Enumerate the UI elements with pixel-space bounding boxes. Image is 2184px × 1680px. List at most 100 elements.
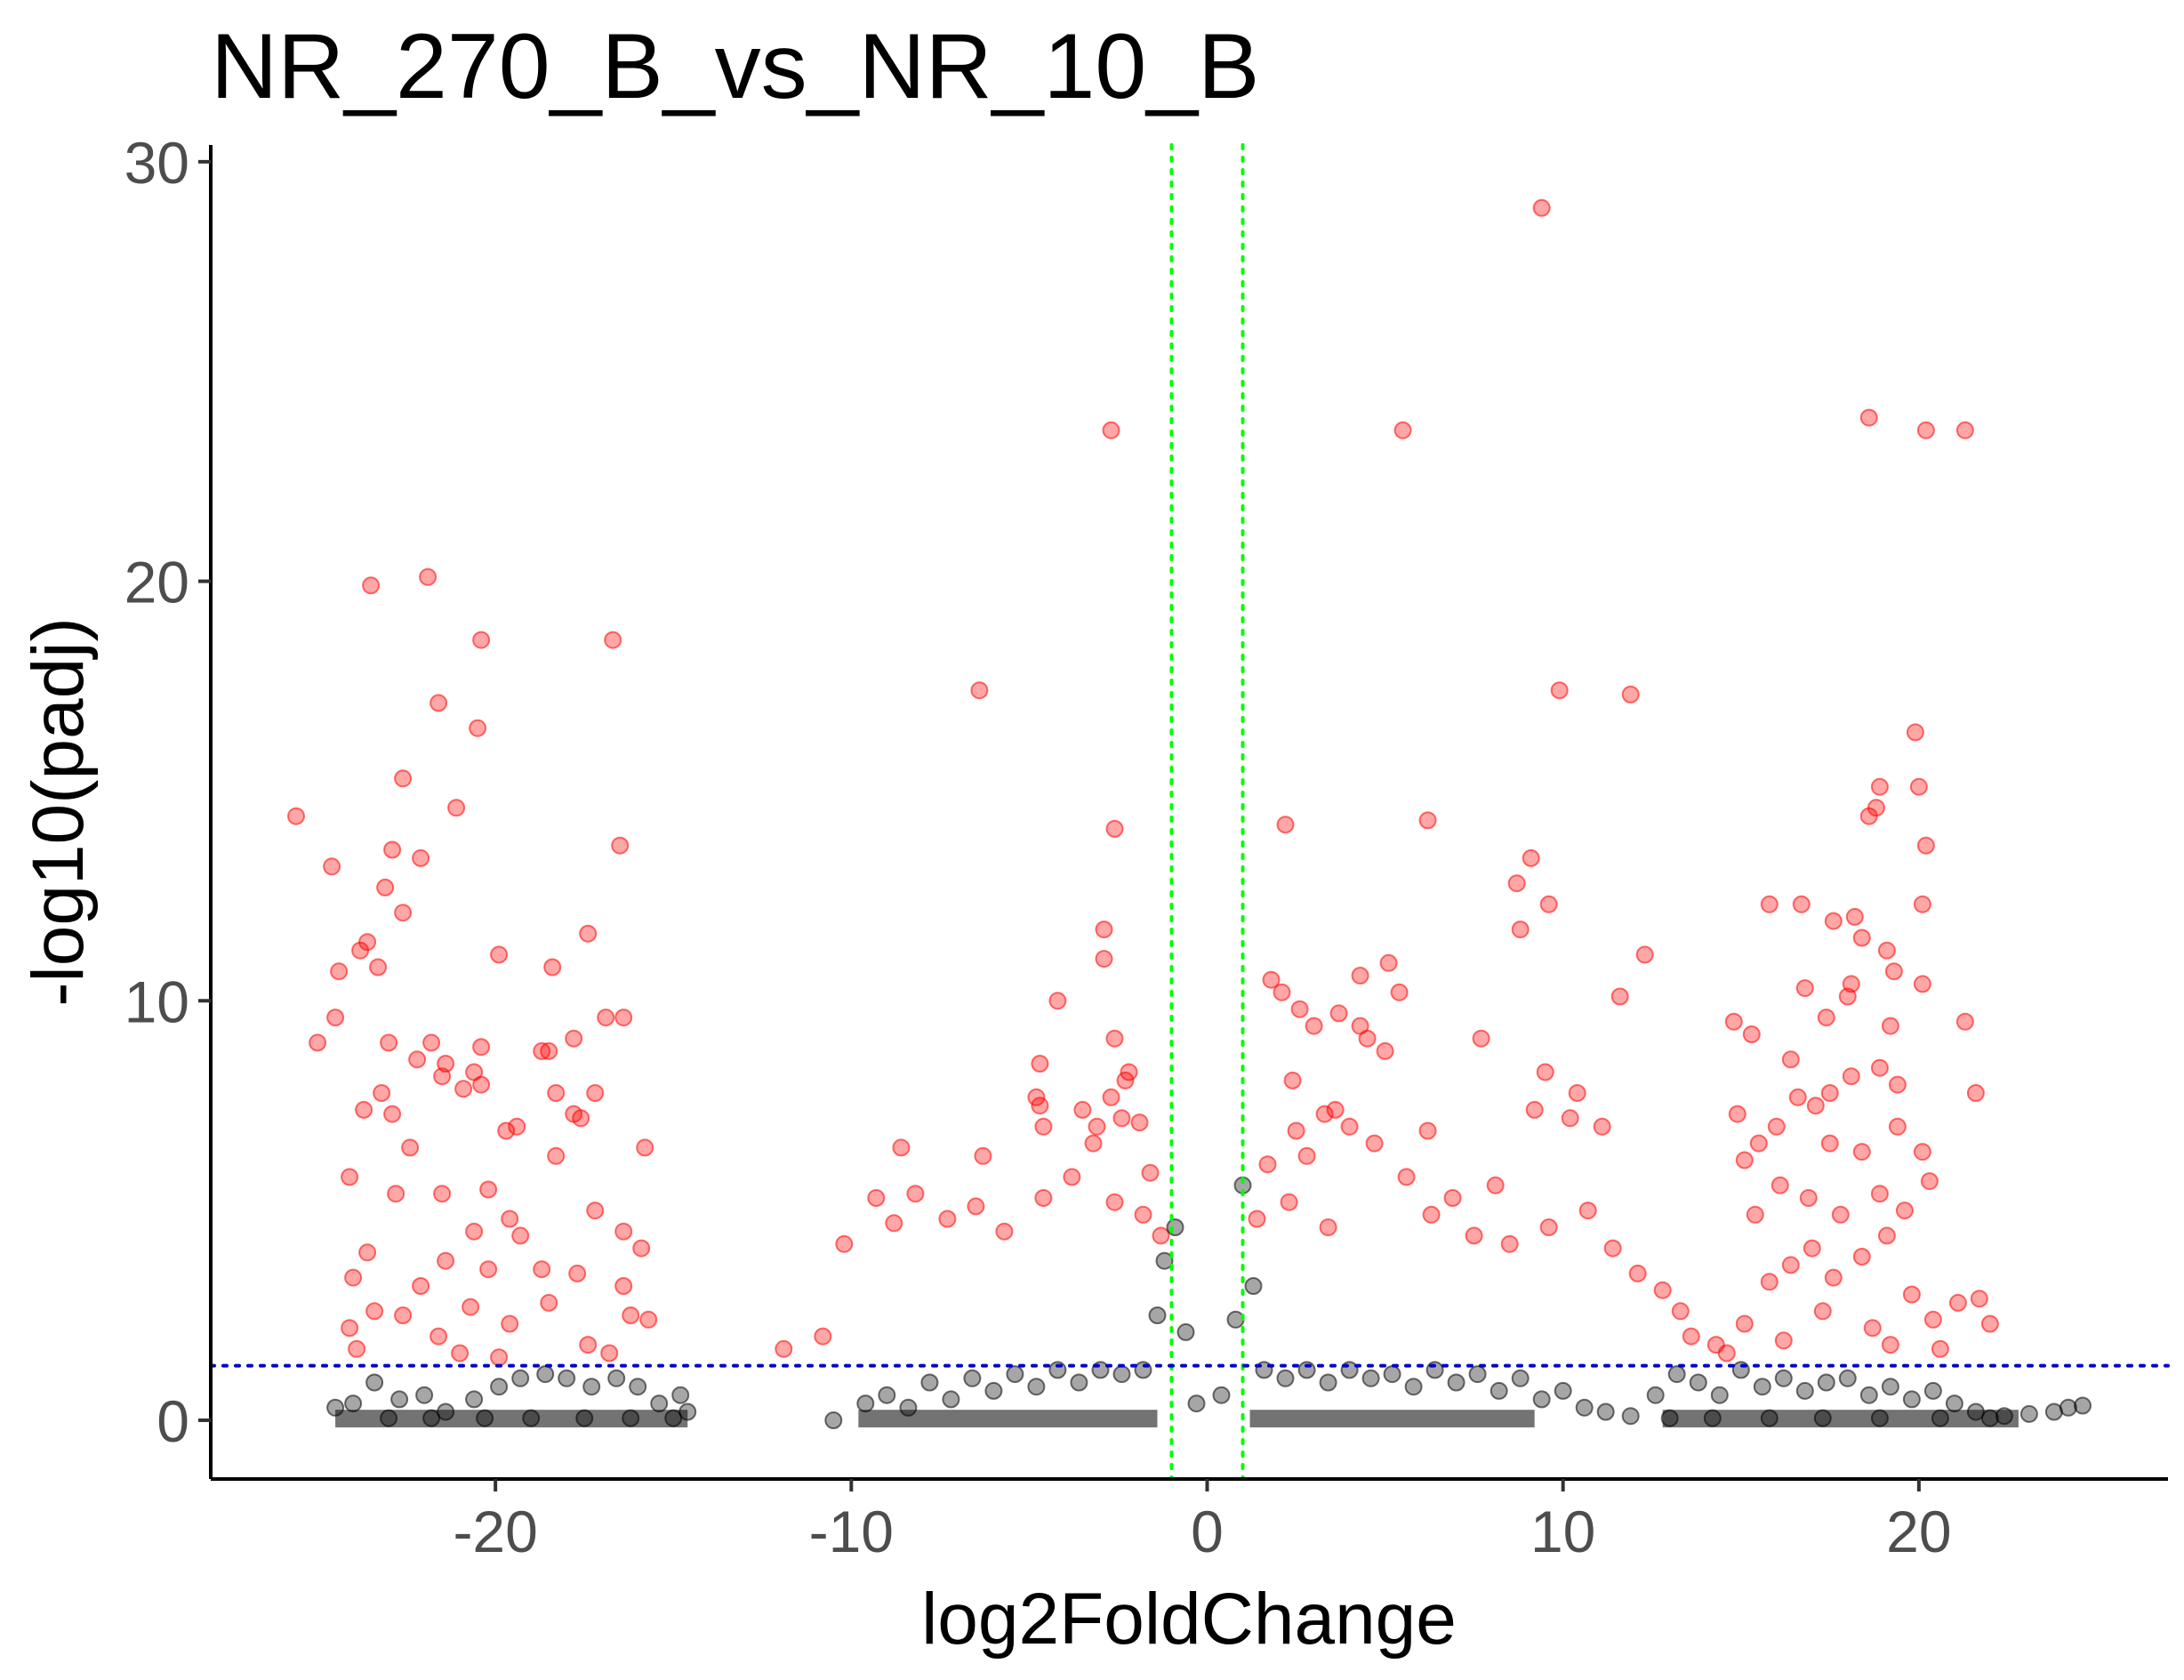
data-point [1422, 1205, 1441, 1224]
data-point [614, 1222, 633, 1241]
data-point [1276, 1369, 1295, 1387]
data-point [1749, 1134, 1768, 1153]
data-point [344, 1395, 363, 1413]
data-point [1472, 1029, 1490, 1048]
data-point [604, 631, 622, 649]
data-point [565, 1029, 583, 1048]
data-point [1561, 1109, 1579, 1128]
data-point [1290, 1000, 1309, 1018]
data-point [1795, 979, 1814, 998]
data-point [1112, 1109, 1131, 1128]
data-point [1418, 811, 1437, 830]
data-point [1102, 421, 1120, 439]
data-point [632, 1239, 651, 1258]
data-point [401, 1138, 420, 1157]
data-point [1888, 1075, 1907, 1094]
data-point [938, 1210, 957, 1228]
data-point [472, 631, 491, 649]
data-point [323, 857, 341, 876]
data-point [629, 1378, 647, 1396]
data-point [330, 962, 349, 981]
data-point [1760, 1273, 1779, 1291]
data-point [1568, 1084, 1586, 1102]
data-point [1788, 1088, 1807, 1106]
data-point [1916, 836, 1935, 855]
data-point [355, 1100, 373, 1119]
data-point [1923, 1381, 1942, 1400]
data-point [348, 1339, 366, 1358]
data-point [309, 1033, 327, 1052]
data-point [1781, 1256, 1800, 1274]
data-point [824, 1411, 843, 1429]
data-point [1351, 967, 1369, 985]
nonsignificant-band [858, 1410, 1158, 1427]
data-point [454, 1080, 473, 1098]
data-point [1831, 1205, 1850, 1224]
data-point [582, 1378, 601, 1396]
data-point [1248, 1210, 1266, 1228]
data-point [1792, 895, 1811, 913]
data-point [1532, 198, 1551, 217]
data-point [412, 848, 430, 867]
data-point [1465, 1226, 1483, 1245]
data-point [1486, 1176, 1505, 1194]
data-point [287, 807, 305, 825]
data-point [1770, 1176, 1789, 1194]
data-point [1134, 1205, 1152, 1224]
data-point [511, 1226, 530, 1245]
data-point [607, 1369, 626, 1387]
data-point [1176, 1322, 1195, 1341]
data-point [408, 1050, 427, 1069]
data-point [1913, 895, 1931, 913]
data-point [600, 1344, 619, 1362]
data-point [479, 1180, 498, 1199]
data-point [1073, 1100, 1092, 1119]
data-point [586, 1084, 605, 1102]
data-point [1948, 1293, 1967, 1312]
data-point [1397, 1168, 1416, 1186]
data-point [326, 1009, 345, 1027]
data-point [1913, 975, 1931, 993]
data-point [995, 1222, 1014, 1241]
data-point [1511, 920, 1530, 939]
data-point [1653, 1281, 1672, 1299]
data-point [1447, 1373, 1465, 1392]
data-point [1507, 874, 1526, 893]
data-point [1105, 1193, 1124, 1211]
data-point [447, 799, 466, 817]
data-point [511, 1369, 530, 1387]
data-point [1329, 1004, 1348, 1023]
data-point [1920, 1172, 1939, 1191]
data-point [1031, 1055, 1049, 1073]
data-point [547, 1084, 566, 1102]
data-point [1034, 1117, 1053, 1136]
data-point [1774, 1369, 1793, 1387]
data-point [1820, 1084, 1839, 1102]
data-point [430, 694, 448, 712]
data-point [383, 840, 402, 859]
data-point [1753, 1378, 1771, 1396]
data-point [1116, 1071, 1135, 1089]
data-point [380, 1033, 398, 1052]
data-point [614, 1277, 633, 1295]
data-point [1084, 1134, 1103, 1153]
data-point [1628, 1264, 1647, 1282]
data-point [579, 1336, 598, 1354]
data-point [1141, 1163, 1160, 1182]
data-point [597, 1009, 615, 1027]
data-point [1970, 1290, 1988, 1308]
data-point [984, 1381, 1003, 1400]
data-point [885, 1214, 903, 1233]
data-point [1393, 421, 1412, 439]
data-point [1511, 1369, 1530, 1387]
data-point [387, 1185, 405, 1203]
data-point [422, 1033, 441, 1052]
data-point [1781, 1050, 1800, 1069]
data-point [906, 1185, 925, 1203]
data-point [1112, 1365, 1131, 1384]
data-point [1870, 1058, 1889, 1077]
data-point [1689, 1373, 1707, 1392]
data-point [1717, 1344, 1736, 1362]
data-point [1340, 1117, 1359, 1136]
